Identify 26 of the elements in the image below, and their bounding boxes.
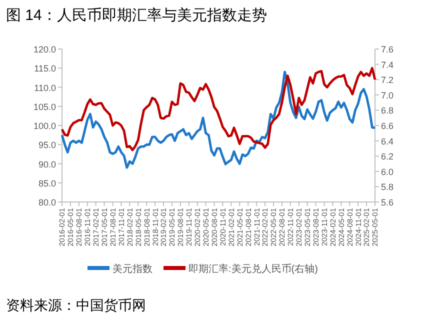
y2-tick-label: 7.0 bbox=[381, 90, 394, 100]
y-tick-label: 95.0 bbox=[38, 140, 56, 150]
y2-tick-label: 7.2 bbox=[381, 75, 394, 86]
y2-tick-label: 6.2 bbox=[381, 152, 394, 162]
text: 资料来源：中国货币网 bbox=[6, 297, 146, 313]
line-series bbox=[60, 66, 376, 152]
y2-tick-label: 5.8 bbox=[381, 182, 394, 192]
y-tick-label: 110.0 bbox=[34, 82, 56, 93]
legend-label: 美元指数 bbox=[112, 263, 152, 275]
y2-tick-label: 6.0 bbox=[381, 166, 394, 177]
y2-tick-label: 7.4 bbox=[381, 60, 394, 70]
y-tick-label: 90.0 bbox=[38, 159, 56, 170]
line-series bbox=[60, 70, 376, 169]
legend-label: 即期汇率:美元兑人民币(右轴) bbox=[188, 263, 318, 275]
y-tick-label: 100.0 bbox=[33, 121, 56, 131]
y2-tick-label: 6.4 bbox=[381, 136, 394, 146]
y2-tick-label: 6.6 bbox=[381, 121, 394, 131]
y-tick-label: 115.0 bbox=[34, 64, 56, 74]
y-tick-label: 85.0 bbox=[38, 178, 56, 188]
y-tick-label: 80.0 bbox=[38, 198, 56, 208]
chart-title: 图 14：人民币即期汇率与美元指数走势 bbox=[6, 7, 267, 24]
y-tick-label: 105.0 bbox=[33, 102, 56, 112]
y2-tick-label: 7.6 bbox=[381, 44, 394, 54]
y-tick-label: 120.0 bbox=[33, 44, 56, 54]
y2-tick-label: 5.6 bbox=[381, 198, 394, 208]
y2-tick-label: 6.8 bbox=[381, 106, 394, 116]
